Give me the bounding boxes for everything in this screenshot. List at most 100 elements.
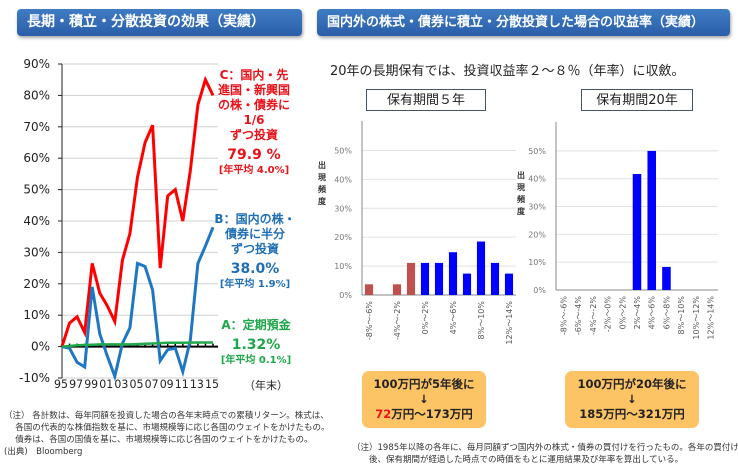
histogram-20y-title: 保有期間20年 <box>581 89 693 111</box>
histogram-bar <box>364 284 374 295</box>
series-c-label: C：国内・先 進国・新興国 の株・債券に 1/6 ずつ投資 79.9 % [年平… <box>218 68 290 178</box>
histogram-bar <box>448 252 458 295</box>
x-tick-label: 97 <box>69 377 83 391</box>
box-5y-low-value: 72 <box>375 407 392 421</box>
x-tick-label: 99 <box>84 377 98 391</box>
series-b-label: B：国内の株・ 債券に半分 ずつ投資 38.0% [年平均 1.9%] <box>210 212 300 292</box>
x-tick-label: -6%～-4% <box>574 296 583 336</box>
x-axis-unit-label: （年末） <box>244 379 288 392</box>
y-tick-label: 30% <box>528 203 546 212</box>
box-20y-line1: 100万円が20年後に <box>577 377 687 391</box>
series-a-desc-1: A：定期預金 <box>221 318 291 332</box>
histogram-bar <box>434 262 444 295</box>
x-tick-label: 0%～2% <box>618 296 627 330</box>
x-tick-label: -8%～-6% <box>559 296 568 336</box>
left-footnote-line: （注） 各計数は、毎年同額を投資した場合の各年末時点での累積リターン。株式は、 <box>4 411 329 421</box>
y-tick-label: 20% <box>528 230 546 239</box>
y-tick-label: 10% <box>528 258 546 267</box>
y-tick-label: 40% <box>334 175 352 184</box>
y-tick-label: 20% <box>23 277 50 291</box>
histogram-5y-title: 保有期間５年 <box>366 89 486 111</box>
series-b-desc-1: B：国内の株・ <box>214 212 296 226</box>
ylabel-char: 度 <box>517 207 525 216</box>
histogram-bar <box>476 241 486 295</box>
series-a-annual: [年平均 0.1%] <box>220 355 292 366</box>
ylabel-char: 現 <box>517 183 525 192</box>
down-arrow-icon: ↓ <box>627 392 637 406</box>
series-b-desc-3: ずつ投資 <box>230 242 279 256</box>
down-arrow-icon: ↓ <box>419 392 429 406</box>
left-footnote: （注） 各計数は、毎年同額を投資した場合の各年末時点での累積リターン。株式は、 … <box>4 410 329 458</box>
y-tick-label: 40% <box>528 175 546 184</box>
histogram-bar <box>392 284 402 295</box>
right-footnote-line: 後、保有期間が経過した時点での時価をもとに運用結果及び年率を算出している。 <box>352 455 684 465</box>
ylabel-char: 頻 <box>318 185 326 194</box>
left-footnote-line: 債券は、各国の国債を基に、市場規模等に応じ各国のウェイトをかけたもの。 <box>4 435 313 445</box>
ylabel-char: 現 <box>318 173 326 182</box>
series-c-desc-3: の株・債券に <box>218 98 291 112</box>
x-tick-label: -8%～-6% <box>365 301 374 341</box>
y-tick-label: 40% <box>23 214 50 228</box>
x-tick-label: 2%～4% <box>633 296 642 330</box>
x-tick-label: 4%～6% <box>449 301 458 335</box>
y-tick-label: 60% <box>23 151 50 165</box>
series-c-desc-5: ずつ投資 <box>229 128 278 142</box>
ylabel-char: 出 <box>318 161 326 170</box>
x-tick-label: 13 <box>190 377 204 391</box>
result-box-20-year: 100万円が20年後に ↓ 185万円～321万円 <box>565 371 699 428</box>
y-tick-label: 90% <box>23 57 50 71</box>
histogram-bar <box>632 173 642 290</box>
histogram-bar <box>462 273 472 295</box>
right-footnote: （注）1985年以降の各年に、毎月同額ずつ国内外の株式・債券の買付けを行ったもの… <box>352 442 738 466</box>
series-line-b <box>61 226 215 382</box>
x-tick-label: 12%～14% <box>707 296 716 340</box>
y-tick-label: 20% <box>334 233 352 242</box>
series-c-desc-4: 1/6 <box>243 113 265 127</box>
x-tick-label: 8%～10% <box>677 296 686 335</box>
histogram-bar <box>406 262 416 295</box>
x-tick-label: -2%～0% <box>604 296 613 333</box>
x-tick-label: 0%～2% <box>421 301 430 335</box>
x-tick-label: 6%～8% <box>662 296 671 330</box>
x-tick-label: 4%～6% <box>648 296 657 330</box>
box-5y-line1: 100万円が5年後に <box>373 377 475 391</box>
source-line: (出典) Bloomberg <box>4 447 83 457</box>
x-tick-label: 15 <box>205 377 219 391</box>
histogram-bar <box>647 150 656 290</box>
right-panel-subtitle: 20年の長期保有では、投資収益率２～８％（年率）に収斂。 <box>330 64 685 79</box>
left-panel-title: 長期・積立・分散投資の効果（実績） <box>17 9 302 36</box>
x-tick-label: 8%～10% <box>477 301 486 340</box>
histogram-bar <box>662 266 671 290</box>
series-a-result: 1.32% <box>231 337 281 353</box>
box-5y-range: 72万円～173万円 <box>362 407 486 422</box>
y-tick-label: 10% <box>334 262 352 271</box>
histogram-bar <box>490 262 500 295</box>
y-tick-label: 30% <box>23 245 50 259</box>
right-panel-title: 国内外の株式・債券に積立・分散投資した場合の収益率（実績） <box>317 9 730 36</box>
series-a-label: A：定期預金 1.32% [年平均 0.1%] <box>216 318 296 368</box>
cumulative-return-line-chart: 90%80%70%60%50%40%30%20%10%0%-10% 95 97 99 0… <box>19 57 219 391</box>
box-5y-range-rest: 万円～173万円 <box>391 407 473 421</box>
y-tick-label: 50% <box>23 183 50 197</box>
y-tick-label: 70% <box>23 120 50 134</box>
x-tick-label: 05 <box>130 377 144 391</box>
right-footnote-line: （注）1985年以降の各年に、毎月同額ずつ国内外の株式・債券の買付けを行ったもの… <box>352 443 738 453</box>
ylabel-char: 頻 <box>517 195 525 204</box>
histogram-bar <box>504 273 514 295</box>
series-b-annual: [年平均 1.9%] <box>219 279 291 290</box>
series-b-desc-2: 債券に半分 <box>224 227 285 241</box>
series-c-result: 79.9 % <box>227 147 281 163</box>
histogram-20y-ylabel: 出 現 頻 度 <box>516 170 526 218</box>
x-tick-label: -4%～-2% <box>393 301 402 341</box>
y-tick-label: 30% <box>334 204 352 213</box>
ylabel-char: 出 <box>517 171 525 180</box>
y-tick-label: 0% <box>339 291 352 300</box>
y-tick-label: 50% <box>334 146 352 155</box>
x-tick-label: 95 <box>54 377 68 391</box>
series-line-a <box>61 341 213 348</box>
y-tick-label: -10% <box>19 371 50 385</box>
x-tick-label: 11 <box>175 377 189 391</box>
series-c-desc-2: 進国・新興国 <box>218 83 291 97</box>
histogram-5-year: 0% 10% 20% 30% 40% 50% -8%～-6% -4%～-2% 0%～2% 4%～6… <box>334 121 516 345</box>
box-20y-range: 185万円～321万円 <box>579 407 685 421</box>
